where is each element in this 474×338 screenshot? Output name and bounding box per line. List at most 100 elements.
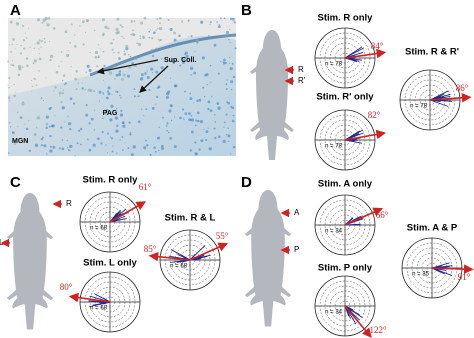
speckle (20, 44, 22, 47)
stim-label: R (66, 199, 72, 208)
speckle (48, 125, 51, 128)
speckle (140, 73, 144, 77)
speckle (173, 31, 176, 35)
speckle (139, 35, 142, 37)
speckle (49, 149, 53, 153)
rat-body (255, 30, 289, 160)
speckle (76, 142, 79, 145)
speckle (104, 25, 108, 29)
speckle (172, 61, 175, 64)
speckle (182, 61, 186, 65)
speckle (33, 47, 36, 50)
speckle (60, 51, 63, 53)
speckle (161, 147, 164, 151)
speckle (149, 29, 151, 31)
n-label: n = 78 (410, 104, 428, 110)
angle-label: 80° (60, 282, 73, 292)
speckle (127, 147, 130, 150)
speckle (115, 73, 119, 77)
speckle (200, 20, 204, 24)
speckle (130, 20, 133, 23)
speckle (181, 108, 185, 111)
speckle (214, 114, 216, 116)
speckle (74, 34, 76, 36)
speckle (85, 113, 89, 117)
speckle (36, 41, 40, 45)
angle-label: 61° (139, 182, 152, 192)
speckle (21, 24, 25, 28)
speckle (9, 126, 12, 128)
speckle (88, 122, 91, 125)
speckle (10, 50, 12, 53)
speckle (19, 52, 23, 55)
speckle (75, 88, 78, 91)
speckle (189, 97, 193, 101)
speckle (158, 126, 160, 128)
n-label: n = 35 (412, 272, 430, 278)
speckle (182, 58, 186, 61)
speckle (148, 36, 151, 39)
speckle (115, 129, 119, 133)
speckle (86, 64, 90, 68)
rat-body (250, 190, 286, 327)
speckle (194, 50, 196, 53)
pointer-arrow (96, 59, 159, 75)
speckle (28, 149, 31, 152)
speckle (21, 66, 24, 68)
speckle (90, 117, 94, 121)
speckle (69, 97, 73, 101)
speckle (173, 38, 177, 42)
speckle (195, 39, 200, 43)
spike (344, 46, 363, 59)
speckle (146, 76, 150, 80)
plot-title: Stim. R only (83, 175, 139, 186)
speckle (11, 43, 13, 45)
speckle (159, 22, 161, 25)
speckle (231, 119, 235, 123)
speckle (136, 42, 139, 45)
speckle (38, 53, 40, 55)
plot-title: Stim. R only (318, 13, 374, 24)
speckle (25, 36, 28, 39)
speckle (190, 115, 193, 117)
speckle (8, 121, 11, 124)
speckle (129, 131, 132, 134)
speckle (94, 50, 99, 55)
annotation: PAG (103, 110, 118, 117)
mean-arrow (344, 305, 372, 338)
speckle (102, 50, 105, 53)
speckle (49, 134, 52, 138)
speckle (119, 113, 124, 117)
speckle (111, 48, 114, 51)
speckle (222, 61, 225, 64)
angle-label: 122° (369, 325, 387, 335)
speckle (114, 78, 116, 80)
speckle (60, 87, 62, 89)
speckle (190, 35, 193, 38)
speckle (150, 67, 154, 71)
speckle (229, 62, 231, 64)
speckle (140, 21, 144, 25)
n-label: n = 68 (90, 306, 108, 312)
speckle (139, 37, 142, 40)
speckle (162, 116, 164, 119)
speckle (121, 77, 124, 81)
speckle (9, 20, 13, 24)
speckle (16, 111, 19, 114)
speckle (67, 115, 69, 117)
speckle (160, 144, 164, 148)
speckle (97, 56, 100, 59)
speckle (59, 95, 61, 97)
speckle (227, 127, 230, 129)
speckle (129, 55, 132, 58)
speckle (156, 95, 159, 99)
speckle (193, 71, 197, 75)
annotation: MGN (12, 138, 28, 145)
speckle (67, 50, 69, 52)
speckle (82, 43, 85, 46)
speckle (170, 119, 173, 122)
speckle (231, 17, 235, 21)
speckle (151, 37, 154, 40)
speckle (207, 100, 211, 104)
speckle (105, 144, 107, 146)
